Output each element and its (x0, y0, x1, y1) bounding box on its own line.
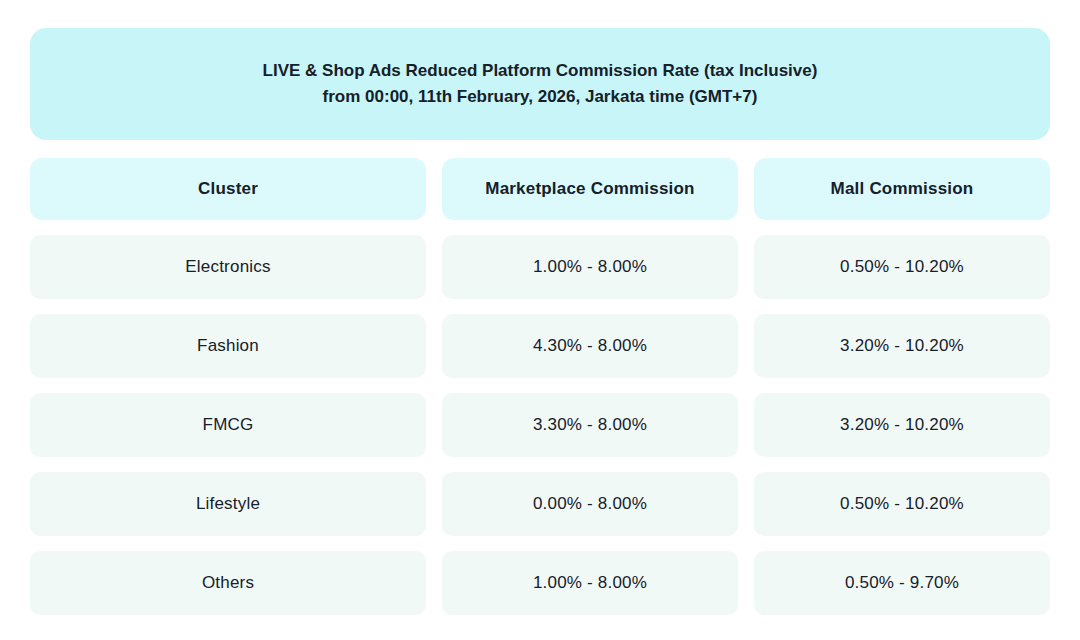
cell-marketplace-commission: 3.30% - 8.00% (442, 393, 738, 457)
cell-mall-commission: 3.20% - 10.20% (754, 393, 1050, 457)
banner-title-line1: LIVE & Shop Ads Reduced Platform Commiss… (263, 58, 818, 84)
cell-marketplace-commission: 0.00% - 8.00% (442, 472, 738, 536)
cell-marketplace-commission: 1.00% - 8.00% (442, 235, 738, 299)
cell-mall-commission: 0.50% - 10.20% (754, 472, 1050, 536)
cell-cluster: Electronics (30, 235, 426, 299)
cell-cluster: Lifestyle (30, 472, 426, 536)
column-header-cluster: Cluster (30, 158, 426, 220)
cell-mall-commission: 3.20% - 10.20% (754, 314, 1050, 378)
cell-cluster: Others (30, 551, 426, 615)
cell-cluster: FMCG (30, 393, 426, 457)
banner-title-line2: from 00:00, 11th February, 2026, Jarkata… (323, 84, 758, 110)
title-banner: LIVE & Shop Ads Reduced Platform Commiss… (30, 28, 1050, 140)
column-header-mall-commission: Mall Commission (754, 158, 1050, 220)
commission-table: Cluster Marketplace Commission Mall Comm… (30, 158, 1050, 615)
cell-marketplace-commission: 1.00% - 8.00% (442, 551, 738, 615)
cell-marketplace-commission: 4.30% - 8.00% (442, 314, 738, 378)
column-header-marketplace-commission: Marketplace Commission (442, 158, 738, 220)
cell-cluster: Fashion (30, 314, 426, 378)
cell-mall-commission: 0.50% - 9.70% (754, 551, 1050, 615)
cell-mall-commission: 0.50% - 10.20% (754, 235, 1050, 299)
page: LIVE & Shop Ads Reduced Platform Commiss… (0, 0, 1080, 615)
